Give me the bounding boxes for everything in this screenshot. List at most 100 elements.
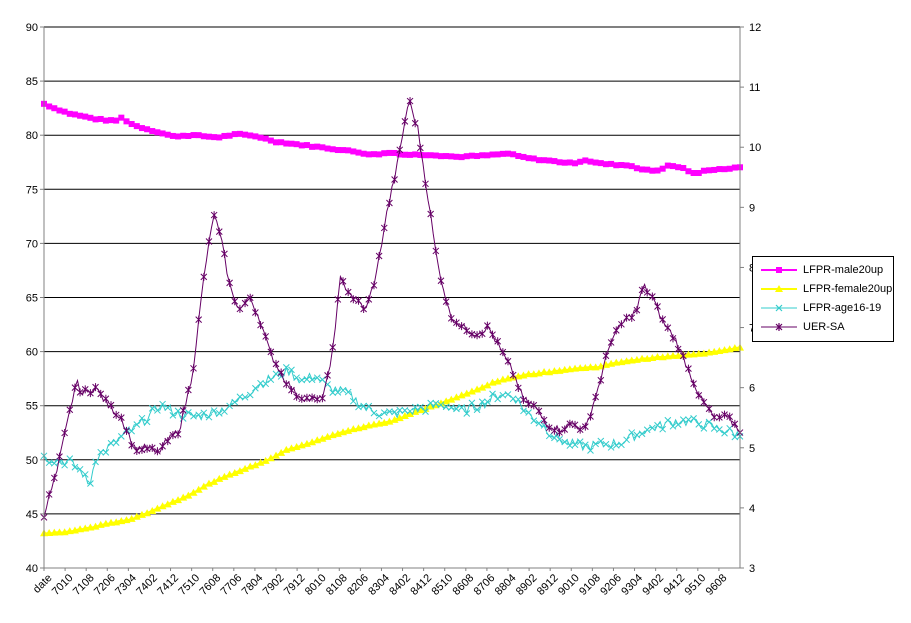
data-point [46, 103, 53, 110]
data-point [587, 412, 594, 421]
data-point [61, 108, 68, 115]
data-point [174, 496, 183, 504]
data-point [241, 464, 250, 472]
legend-item-male: LFPR-male20up [753, 261, 893, 279]
data-point [602, 161, 609, 168]
data-point [412, 151, 419, 158]
data-point [638, 285, 646, 294]
data-point [659, 425, 667, 433]
data-point [77, 112, 84, 119]
data-point [422, 152, 429, 159]
data-point [638, 354, 647, 362]
data-point [643, 288, 651, 297]
left-tick-label: 45 [26, 509, 38, 521]
data-point [473, 385, 482, 393]
data-point [453, 318, 460, 327]
data-point [334, 295, 342, 304]
data-point [267, 347, 275, 356]
data-point [251, 461, 260, 469]
data-point [71, 111, 78, 118]
data-point [97, 115, 104, 122]
left-tick-label: 80 [26, 130, 38, 142]
data-point [509, 371, 517, 380]
data-point [308, 393, 316, 402]
data-point [644, 166, 651, 173]
data-point [143, 444, 151, 453]
data-point [474, 153, 481, 160]
data-point [566, 159, 573, 166]
data-point [602, 351, 610, 360]
data-point [483, 381, 492, 389]
data-point [195, 411, 203, 419]
data-point [453, 405, 460, 413]
left-tick-label: 65 [26, 293, 38, 305]
x-tick-label: 8912 [535, 572, 561, 598]
data-point [592, 393, 599, 402]
data-point [241, 299, 249, 308]
x-tick-label: 8206 [345, 572, 371, 598]
x-tick-label: 9108 [577, 572, 603, 598]
data-point [401, 151, 408, 158]
data-point [370, 151, 377, 158]
data-point [282, 380, 290, 389]
data-point [597, 376, 605, 385]
data-point [314, 143, 321, 150]
data-point [380, 409, 388, 416]
x-tick-label: 8902 [514, 572, 540, 598]
data-point [406, 409, 415, 417]
data-point [179, 406, 187, 415]
data-point [154, 407, 161, 414]
gridlines [44, 26, 740, 515]
data-point [164, 437, 172, 446]
left-tick-label: 40 [26, 563, 38, 575]
data-point [128, 441, 135, 450]
data-point [669, 422, 677, 430]
data-point [340, 147, 347, 154]
data-point [87, 480, 94, 487]
data-point [293, 392, 300, 401]
data-point [205, 237, 213, 246]
data-point [138, 445, 146, 454]
data-point [386, 149, 393, 156]
x-tick-label: 8402 [387, 572, 413, 598]
data-point [138, 414, 146, 422]
data-point [282, 363, 290, 371]
data-point [169, 132, 176, 139]
data-point [205, 413, 213, 421]
data-point [221, 408, 228, 415]
x-tick-label: date [31, 572, 55, 596]
data-point [123, 426, 130, 435]
data-point [148, 506, 157, 514]
data-point [478, 398, 486, 406]
data-point [257, 321, 264, 330]
data-point [102, 449, 110, 456]
data-point [452, 393, 461, 401]
data-point [97, 389, 105, 398]
data-point [355, 296, 362, 305]
legend-swatch-teen [761, 304, 797, 312]
right-tick-label: 11 [749, 82, 760, 94]
data-point [633, 165, 640, 172]
data-point [215, 409, 223, 417]
data-point [613, 162, 620, 169]
data-point [107, 401, 115, 410]
data-point [180, 132, 187, 139]
right-tick-label: 9 [749, 202, 755, 214]
data-point [195, 132, 202, 139]
data-point [545, 423, 553, 432]
data-point [695, 170, 702, 177]
data-point [277, 368, 285, 377]
data-point [448, 153, 455, 160]
data-point [576, 364, 585, 372]
data-point [710, 425, 718, 432]
data-point [422, 179, 429, 188]
data-point [618, 320, 625, 329]
data-point [163, 500, 172, 508]
data-point [443, 153, 450, 160]
data-point [551, 434, 558, 442]
left-tick-label: 85 [26, 76, 38, 88]
data-point [360, 150, 367, 157]
data-point [484, 152, 491, 159]
data-point [288, 366, 295, 374]
data-point [56, 107, 63, 114]
